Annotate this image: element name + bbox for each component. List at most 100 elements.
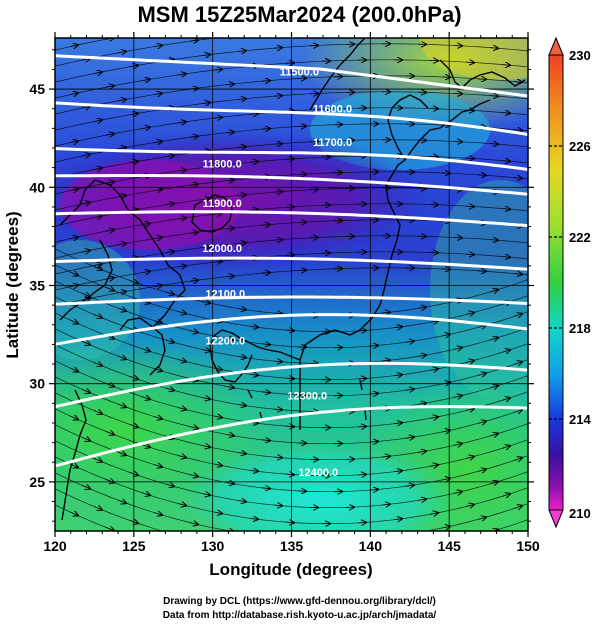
wind-arrow <box>177 504 186 506</box>
wind-arrow <box>477 271 486 272</box>
wind-arrow <box>225 276 234 277</box>
wind-arrow <box>165 292 174 294</box>
x-tick-label: 125 <box>122 538 146 554</box>
wind-arrow <box>93 216 102 218</box>
wind-arrow <box>478 31 486 32</box>
x-axis-title: Longitude (degrees) <box>209 560 372 579</box>
wind-arrow <box>369 345 378 346</box>
wind-arrow <box>273 192 282 193</box>
wind-arrow <box>381 504 390 505</box>
colorbar-ramp <box>548 54 564 511</box>
wind-arrow <box>69 93 78 95</box>
wind-arrow <box>177 266 186 267</box>
wind-arrow <box>142 31 150 32</box>
wind-arrow <box>189 475 198 477</box>
wind-arrow <box>81 154 90 156</box>
wind-arrow <box>513 506 522 509</box>
wind-arrow <box>69 237 78 239</box>
wind-arrow <box>453 396 462 398</box>
wind-arrow <box>465 457 474 459</box>
wind-arrow <box>501 257 510 258</box>
y-tick-label: 30 <box>29 376 45 392</box>
wind-arrow <box>225 386 234 387</box>
wind-arrow <box>369 393 378 394</box>
wind-arrow <box>226 36 234 37</box>
colorbar-ticks: 230 226 222 218 214 210 <box>549 48 591 521</box>
wind-arrow <box>417 355 426 356</box>
wind-arrow <box>489 144 498 145</box>
wind-arrow <box>538 337 546 340</box>
wind-arrow <box>273 457 282 458</box>
wind-arrow <box>261 225 270 226</box>
wind-arrow <box>153 417 162 420</box>
wind-arrow <box>165 484 174 486</box>
wind-arrow <box>405 341 414 342</box>
wind-arrow <box>262 33 270 34</box>
wind-arrow <box>153 93 162 94</box>
wind-arrow <box>225 338 234 339</box>
y-tick-label: 40 <box>29 179 45 195</box>
wind-arrow <box>237 99 246 100</box>
wind-arrow <box>405 437 414 438</box>
wind-arrow <box>501 209 510 210</box>
wind-arrow <box>189 184 198 185</box>
wind-arrow <box>153 189 162 190</box>
wind-arrow <box>466 553 474 555</box>
wind-arrow <box>69 512 78 516</box>
wind-arrow <box>93 411 102 414</box>
wind-arrow <box>237 452 246 453</box>
wind-arrow <box>105 287 114 290</box>
wind-arrow <box>225 228 234 229</box>
wind-arrow <box>117 500 126 503</box>
wind-arrow <box>93 120 102 122</box>
colorbar-label: 210 <box>569 506 591 521</box>
wind-arrow <box>141 127 150 128</box>
contour-label: 12300.0 <box>287 390 327 402</box>
wind-arrow <box>81 437 90 441</box>
wind-arrow <box>513 274 522 275</box>
wind-arrow <box>69 45 78 47</box>
wind-arrow <box>237 500 246 501</box>
wind-arrow <box>453 444 462 446</box>
wind-arrow <box>417 307 426 308</box>
wind-arrow <box>489 290 498 292</box>
credit-drawing: Drawing by DCL (https://www.gfd-dennou.o… <box>163 596 436 607</box>
coastlines <box>59 38 526 521</box>
wind-arrow <box>213 165 222 166</box>
wind-arrow <box>285 426 294 427</box>
wind-arrow <box>249 518 258 519</box>
wind-arrow <box>513 362 522 365</box>
wind-arrow <box>513 130 522 131</box>
wind-arrow <box>465 206 474 207</box>
x-tick-label: 130 <box>201 538 225 554</box>
wind-arrow <box>417 499 426 500</box>
wind-arrow <box>189 523 198 525</box>
wind-arrow <box>141 79 150 80</box>
wind-arrow <box>141 493 150 496</box>
wind-arrow <box>538 212 546 213</box>
wind-arrow <box>418 547 426 548</box>
wind-arrow <box>153 513 162 516</box>
wind-arrow <box>393 423 402 424</box>
y-tick-label: 25 <box>29 474 45 490</box>
wind-arrow <box>177 360 186 362</box>
wind-arrow <box>177 170 186 171</box>
wind-arrow <box>105 134 114 136</box>
wind-arrow <box>213 512 222 514</box>
wind-arrow <box>501 113 510 114</box>
wind-arrow <box>117 356 126 359</box>
wind-arrow <box>514 34 522 35</box>
contour-11800.0 <box>55 174 528 196</box>
wind-arrow <box>489 96 498 97</box>
wind-arrow <box>405 389 414 390</box>
wind-arrow <box>285 378 294 379</box>
wind-arrow <box>81 106 90 108</box>
wind-arrow <box>177 218 186 219</box>
wind-arrow <box>69 320 78 324</box>
wind-arrow <box>465 409 474 411</box>
wind-arrow <box>189 40 198 41</box>
wind-arrow <box>81 485 90 489</box>
contour-12400.0 <box>55 405 528 468</box>
wind-arrow <box>81 389 90 393</box>
wind-arrow <box>429 417 438 419</box>
